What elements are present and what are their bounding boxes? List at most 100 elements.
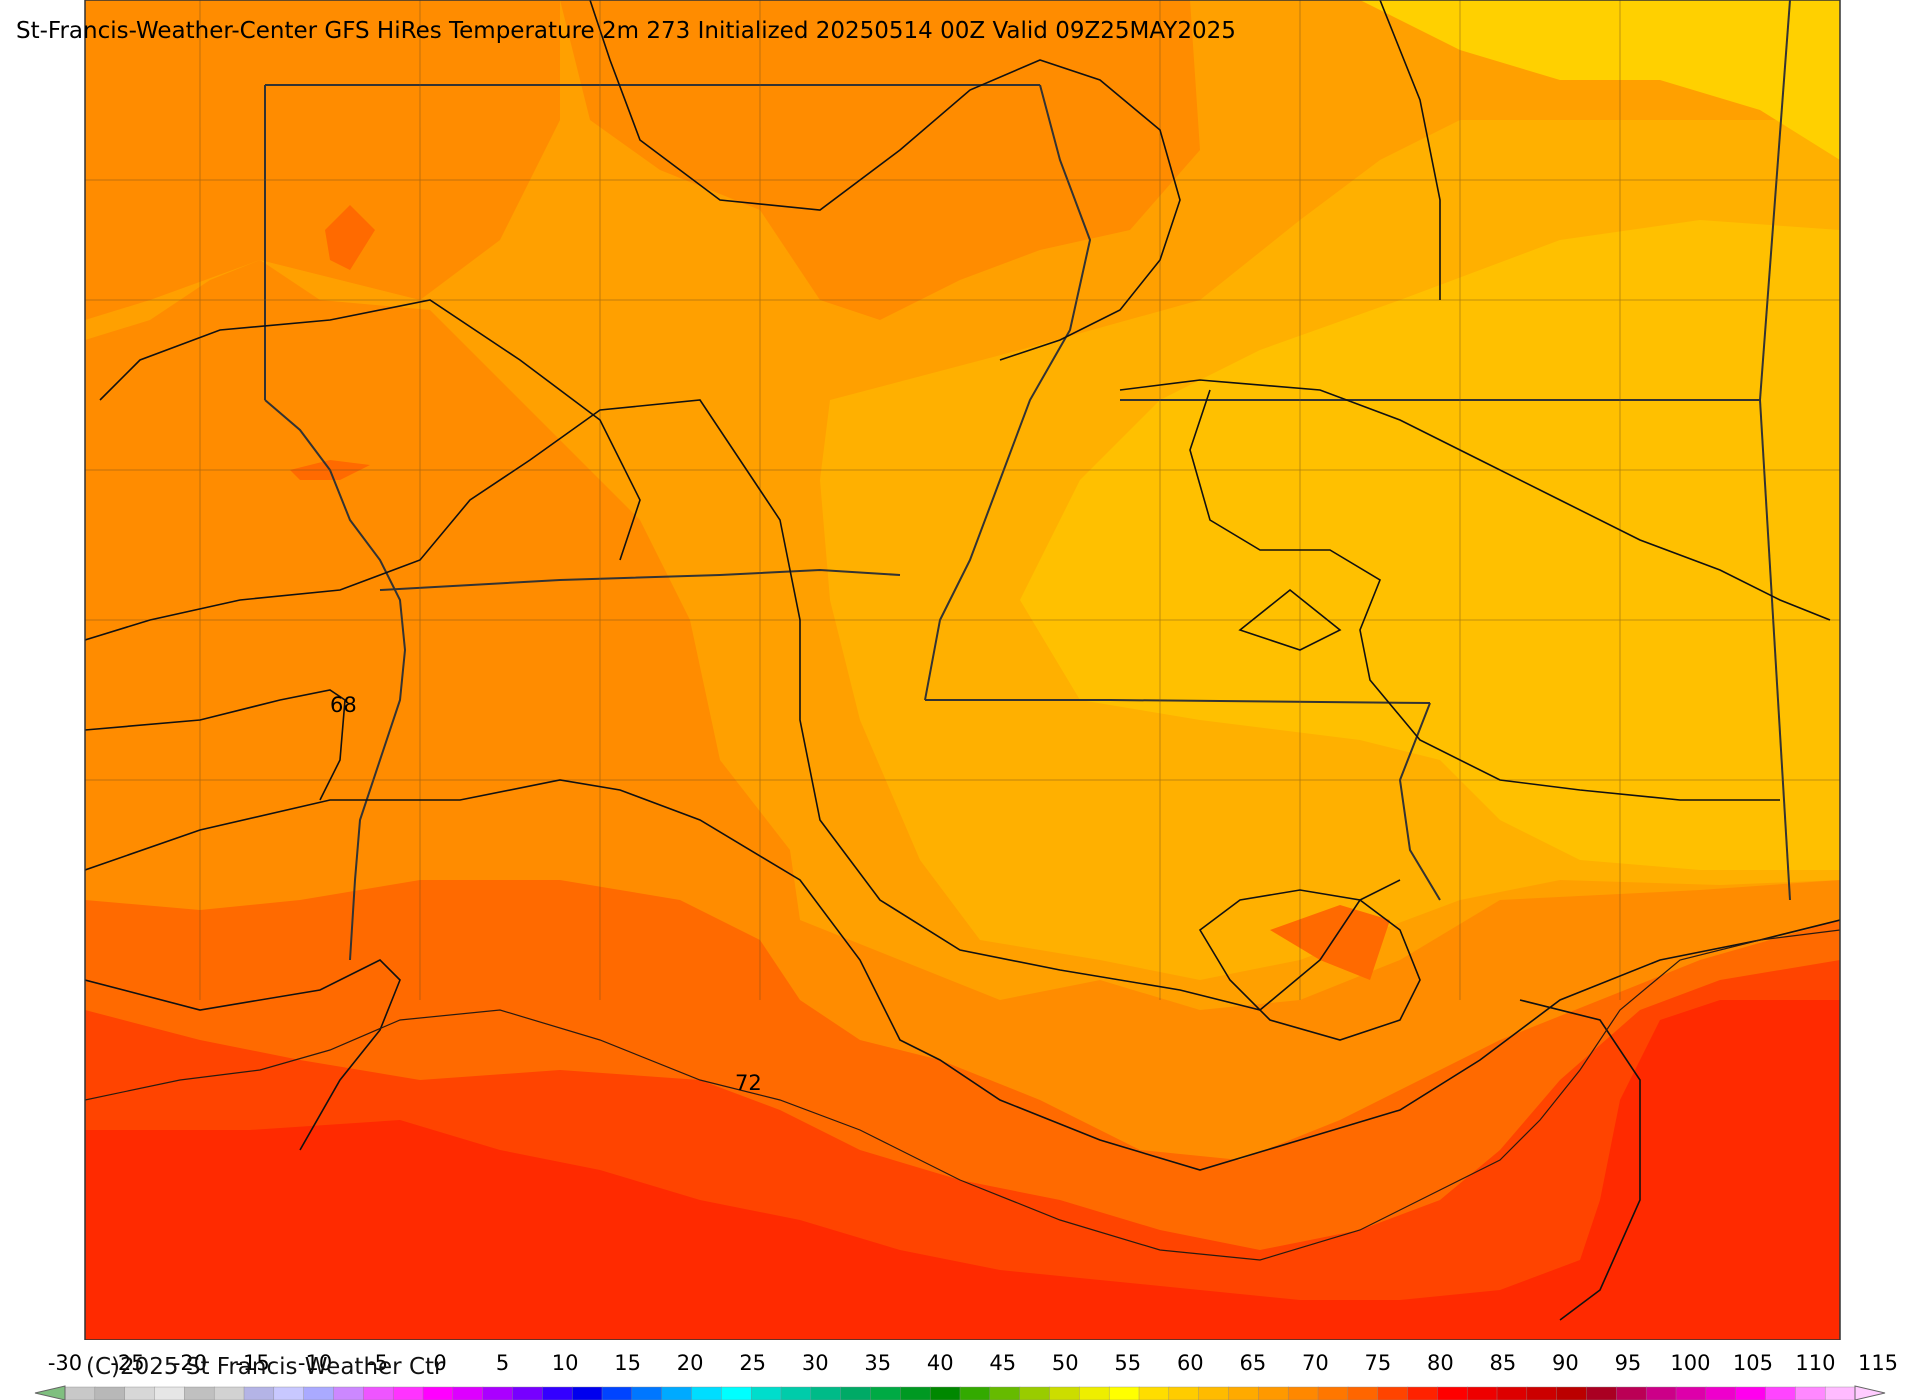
colorbar-swatch (810, 1386, 842, 1400)
colorbar-swatch (154, 1386, 186, 1400)
colorbar-label: 95 (1615, 1351, 1642, 1375)
colorbar-label: 5 (496, 1351, 509, 1375)
colorbar-swatch (1795, 1386, 1826, 1400)
contour-label-72: 72 (735, 1071, 762, 1095)
colorbar-swatch (1765, 1386, 1797, 1400)
colorbar-swatch (184, 1386, 215, 1400)
colorbar-label: 115 (1858, 1351, 1898, 1375)
colorbar-label: 70 (1302, 1351, 1329, 1375)
temperature-fill-layer (85, 0, 1840, 1340)
colorbar-swatch (959, 1386, 991, 1400)
colorbar-swatch (303, 1386, 335, 1400)
colorbar-swatch (750, 1386, 782, 1400)
colorbar-swatch (1287, 1386, 1319, 1400)
colorbar-swatch (870, 1386, 902, 1400)
isotherm-contours (85, 0, 1840, 1321)
colorbar-swatch (840, 1386, 872, 1400)
colorbar-swatch (422, 1386, 454, 1400)
coast-main (85, 929, 1840, 1261)
contour-label-68: 68 (330, 693, 357, 717)
temperature-map: 68 72 (84, 0, 1841, 1340)
contour-g (1519, 999, 1641, 1321)
colorbar-swatch (601, 1386, 633, 1400)
colorbar-label: -5 (367, 1351, 388, 1375)
colorbar-swatch (1377, 1386, 1409, 1400)
colorbar-swatch (1675, 1386, 1707, 1400)
colorbar-label: 50 (1052, 1351, 1079, 1375)
boundary-red-river (264, 399, 407, 961)
colorbar-label: 60 (1177, 1351, 1204, 1375)
colorbar-swatch (1705, 1386, 1737, 1400)
colorbar-swatch (333, 1386, 365, 1400)
map-title: St-Francis-Weather-Center GFS HiRes Temp… (16, 18, 1236, 44)
contour-a (99, 299, 641, 561)
colorbar-swatch (542, 1386, 573, 1400)
fill-dark-orange-north (560, 0, 1200, 320)
contour-c (85, 959, 401, 1151)
map-frame (84, 0, 1841, 1340)
contour-e (1119, 379, 1831, 621)
colorbar-label: 15 (614, 1351, 641, 1375)
contour-72 (85, 779, 1840, 1171)
colorbar-label: 55 (1114, 1351, 1141, 1375)
boundary-mississippi (924, 84, 1092, 701)
colorbar-label: 45 (989, 1351, 1016, 1375)
colorbar-swatch (1466, 1386, 1498, 1400)
contour-d (589, 0, 1181, 361)
boundary-ar-la (379, 568, 901, 591)
colorbar-label: 20 (677, 1351, 704, 1375)
colorbar-label: 40 (927, 1351, 954, 1375)
colorbar-label: 25 (739, 1351, 766, 1375)
colorbar-swatch (243, 1386, 275, 1400)
colorbar-swatch (482, 1386, 514, 1400)
colorbar-swatch (1824, 1386, 1856, 1400)
fill-warm-spot-nw (325, 205, 375, 270)
colorbar-swatch (124, 1386, 156, 1400)
colorbar-swatch (1437, 1386, 1468, 1400)
colorbar-swatch (512, 1386, 544, 1400)
colorbar-swatch (1556, 1386, 1588, 1400)
colorbar-swatch (1019, 1386, 1051, 1400)
colorbar-label: 90 (1552, 1351, 1579, 1375)
contour-68 (85, 689, 346, 801)
colorbar-swatch (1616, 1386, 1647, 1400)
colorbar-left-arrow (34, 1385, 66, 1400)
colorbar-labels: -30 -25 -20 -15 -10 -5 0 5 10 15 20 25 30 35 40 45 50 55 6… (48, 1351, 1898, 1375)
fill-dark-orange-nw (85, 0, 560, 320)
colorbar-swatch (691, 1386, 723, 1400)
colorbar-label: -20 (173, 1351, 207, 1375)
colorbar-swatch (1228, 1386, 1260, 1400)
colorbar-swatch (929, 1386, 961, 1400)
colorbar-swatch (1258, 1386, 1289, 1400)
colorbar-swatch (1496, 1386, 1528, 1400)
colorbar-swatch (900, 1386, 931, 1400)
colorbar-label: 110 (1795, 1351, 1835, 1375)
fill-yellow (1360, 0, 1840, 160)
colorbar-swatch (1735, 1386, 1767, 1400)
colorbar-label: 75 (1364, 1351, 1391, 1375)
colorbar-swatch (989, 1386, 1021, 1400)
colorbar-label: -15 (235, 1351, 269, 1375)
boundary-ga-al (1759, 399, 1791, 901)
colorbar-label: 100 (1670, 1351, 1710, 1375)
colorbar: -30 -25 -20 -15 -10 -5 0 5 10 15 20 25 30 35 40 45 50 55 6… (34, 1351, 1898, 1400)
state-boundaries (264, 0, 1791, 961)
colorbar-swatch (1347, 1386, 1379, 1400)
colorbar-label: -30 (48, 1351, 82, 1375)
colorbar-label: 65 (1239, 1351, 1266, 1375)
contour-h (1379, 0, 1441, 300)
colorbar-swatch (1407, 1386, 1439, 1400)
contour-b (85, 399, 1401, 1011)
colorbar-swatch (94, 1386, 126, 1400)
colorbar-swatch (1586, 1386, 1618, 1400)
boundary-ga-al-north (1759, 0, 1791, 401)
colorbar-swatch (1317, 1386, 1349, 1400)
colorbar-swatch (1049, 1386, 1081, 1400)
colorbar-label: 10 (552, 1351, 579, 1375)
colorbar-swatch (273, 1386, 305, 1400)
boundary-pearl-river (1398, 702, 1441, 901)
colorbar-label: -10 (298, 1351, 332, 1375)
colorbar-swatch (661, 1386, 693, 1400)
colorbar-swatch (1198, 1386, 1230, 1400)
contour-ring (1238, 588, 1342, 651)
